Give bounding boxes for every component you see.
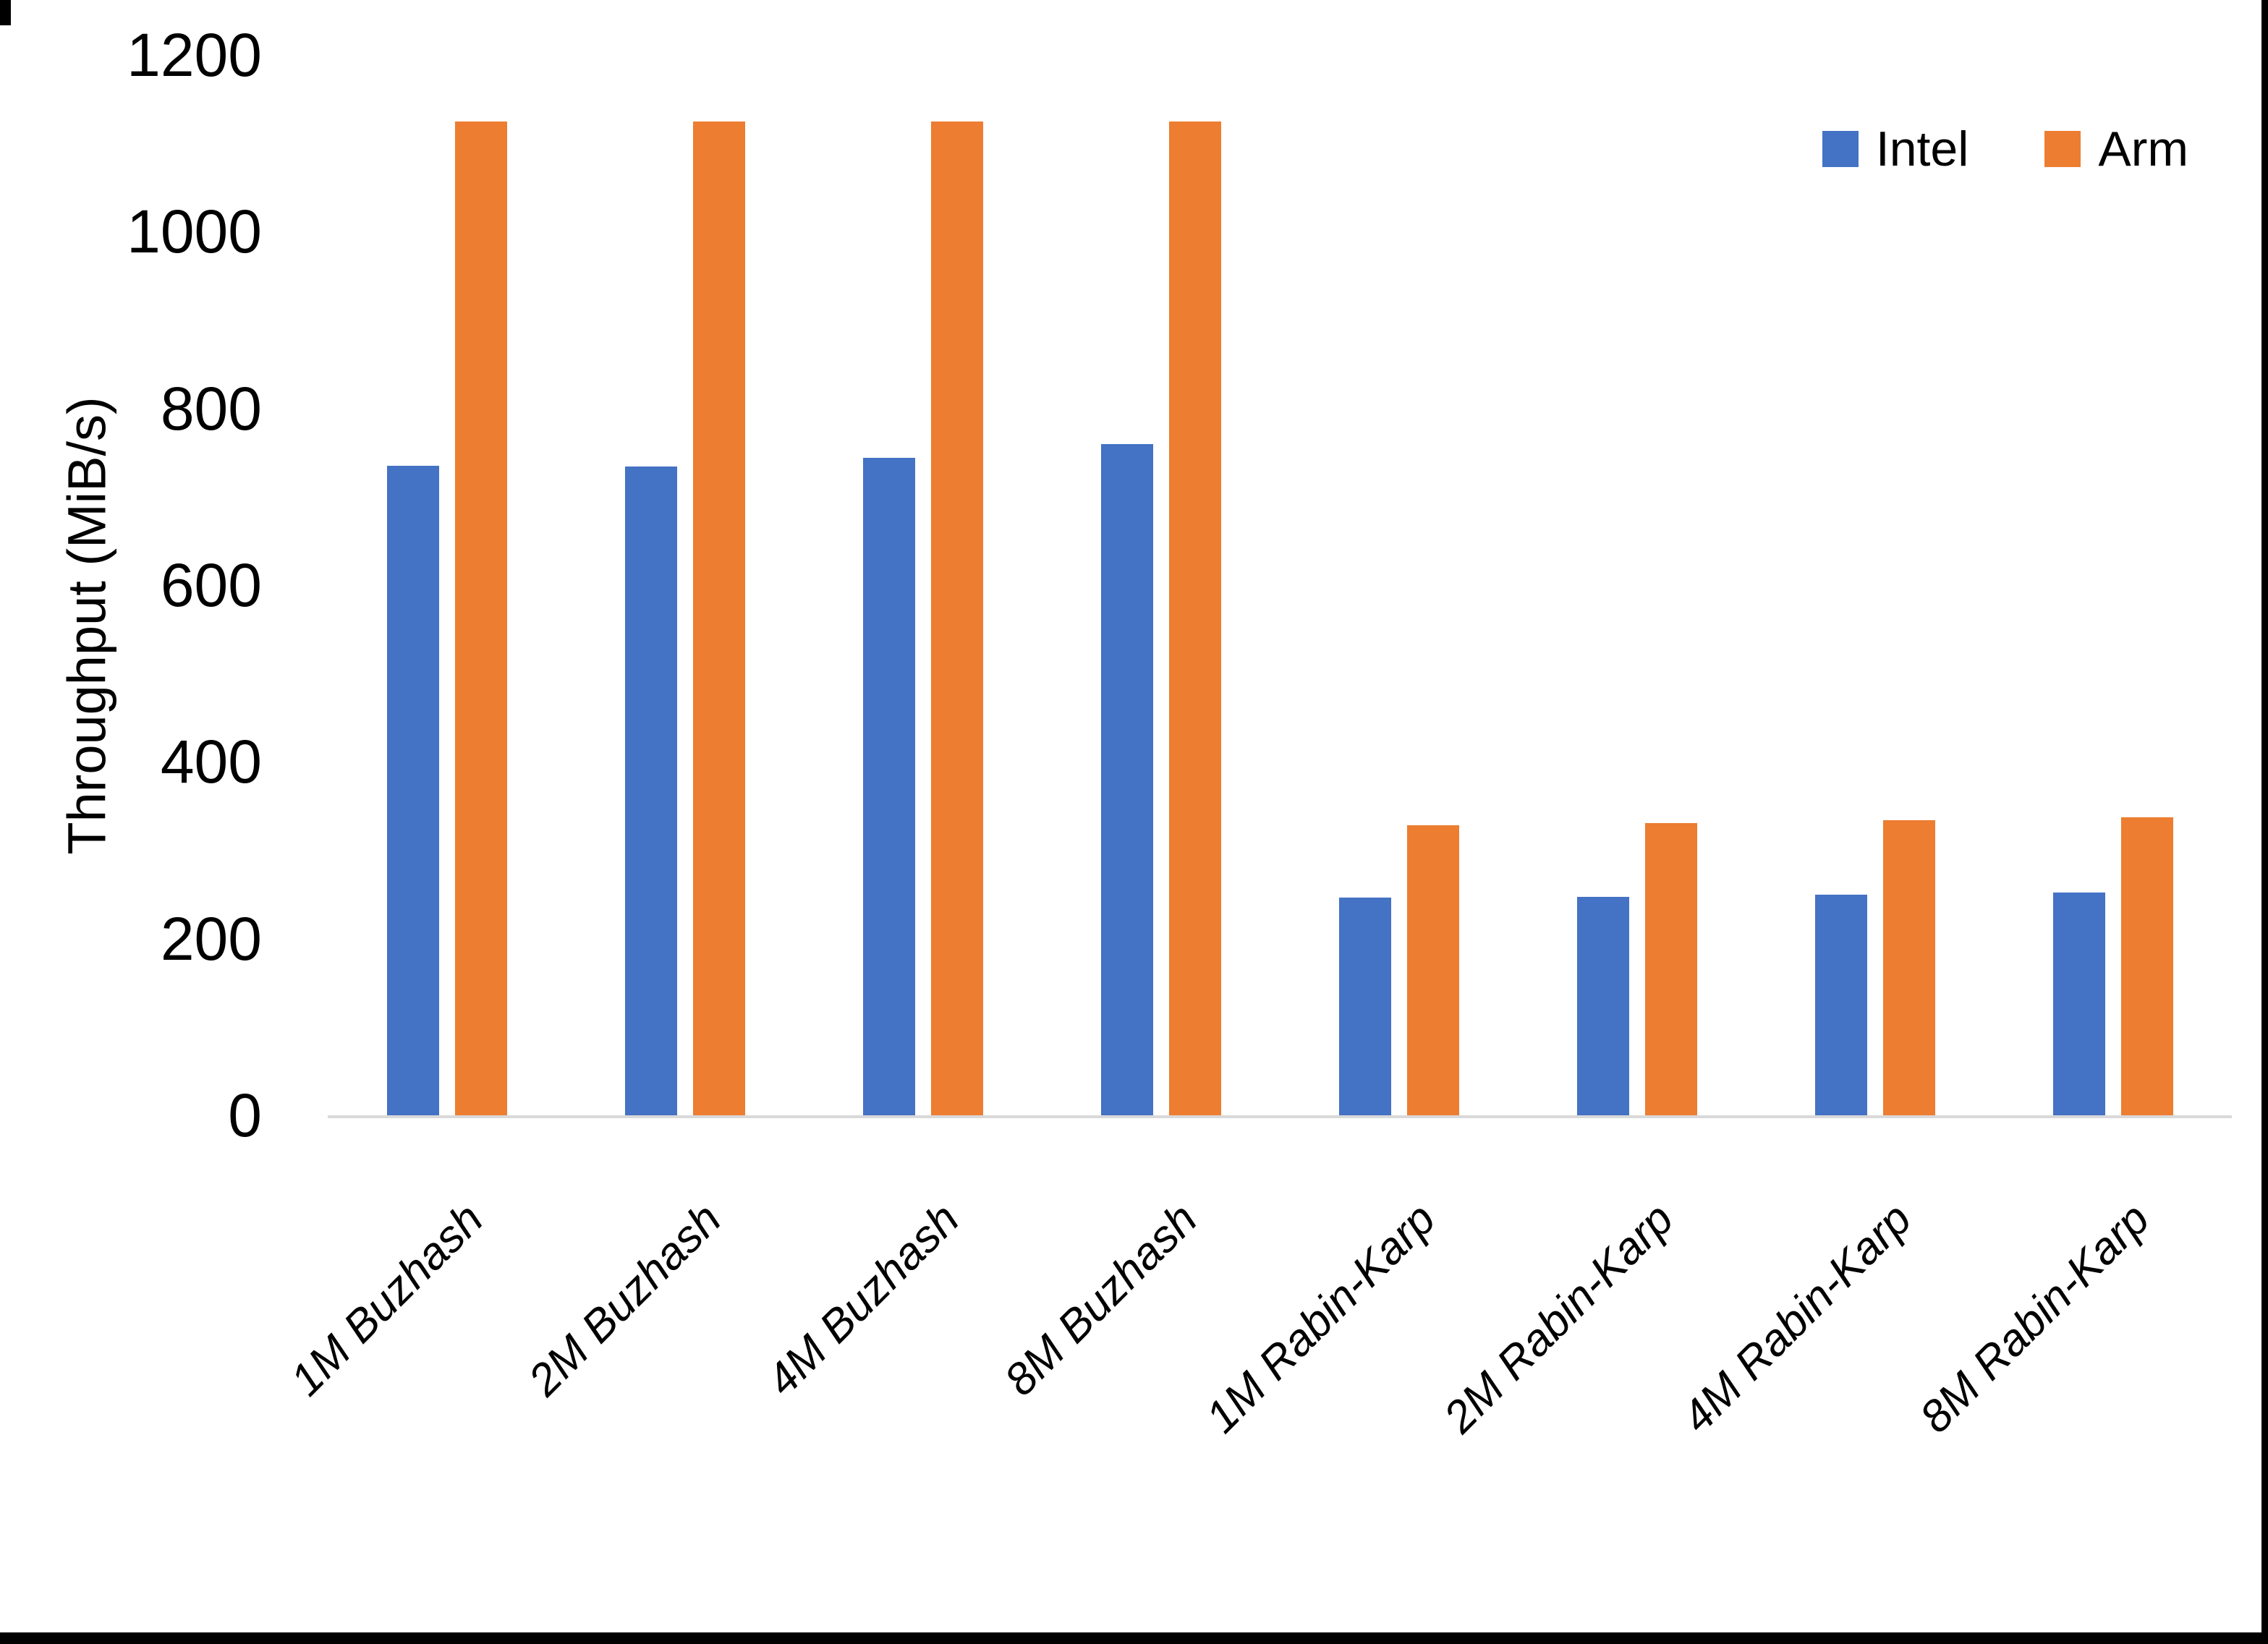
bar-intel-8m-rabin-karp [2052,893,2105,1115]
bar-arm-2m-rabin-karp [1644,822,1697,1115]
legend-swatch-intel [1822,131,1859,167]
bar-arm-4m-rabin-karp [1882,819,1935,1115]
bar-arm-1m-buzhash [454,121,507,1115]
y-tick-label-200: 200 [160,904,262,973]
y-tick-label-1200: 1200 [127,21,262,89]
y-tick-label-800: 800 [160,374,262,443]
legend-swatch-arm [2044,131,2081,167]
x-category-label-1m-buzhash: 1M Buzhash [281,1193,493,1406]
plot-area [328,55,2232,1115]
bar-intel-1m-rabin-karp [1338,898,1391,1115]
bar-intel-8m-buzhash [1100,443,1153,1115]
x-category-label-2m-buzhash: 2M Buzhash [519,1193,731,1406]
legend: Intel Arm [1822,124,2188,174]
bar-arm-1m-rabin-karp [1406,825,1459,1115]
window-border-bottom [0,1632,2268,1644]
bar-intel-4m-rabin-karp [1814,894,1867,1115]
x-category-label-4m-rabin-karp: 4M Rabin-Karp [1672,1193,1921,1443]
bar-intel-1m-buzhash [386,466,439,1115]
legend-label-arm: Arm [2098,122,2188,176]
bar-intel-4m-buzhash [862,458,915,1115]
y-tick-label-600: 600 [160,551,262,619]
x-category-label-1m-rabin-karp: 1M Rabin-Karp [1196,1193,1445,1443]
y-tick-label-400: 400 [160,728,262,796]
bar-arm-4m-buzhash [930,121,983,1115]
window-border-right [2261,0,2268,1644]
legend-item-arm: Arm [2044,124,2188,174]
bar-arm-8m-buzhash [1168,121,1221,1115]
bar-intel-2m-rabin-karp [1576,897,1629,1115]
bar-intel-2m-buzhash [624,467,677,1115]
x-category-label-2m-rabin-karp: 2M Rabin-Karp [1434,1193,1683,1443]
legend-label-intel: Intel [1875,122,1969,176]
y-tick-label-0: 0 [228,1081,262,1149]
window-border-fragment [0,0,11,25]
bar-arm-2m-buzhash [692,121,745,1115]
legend-item-intel: Intel [1822,122,1969,176]
y-tick-label-1000: 1000 [127,197,262,266]
x-category-label-4m-buzhash: 4M Buzhash [757,1193,969,1406]
bar-arm-8m-rabin-karp [2120,817,2173,1115]
x-axis-line [328,1115,2232,1118]
x-category-label-8m-rabin-karp: 8M Rabin-Karp [1910,1193,2159,1443]
x-category-label-8m-buzhash: 8M Buzhash [995,1193,1207,1406]
